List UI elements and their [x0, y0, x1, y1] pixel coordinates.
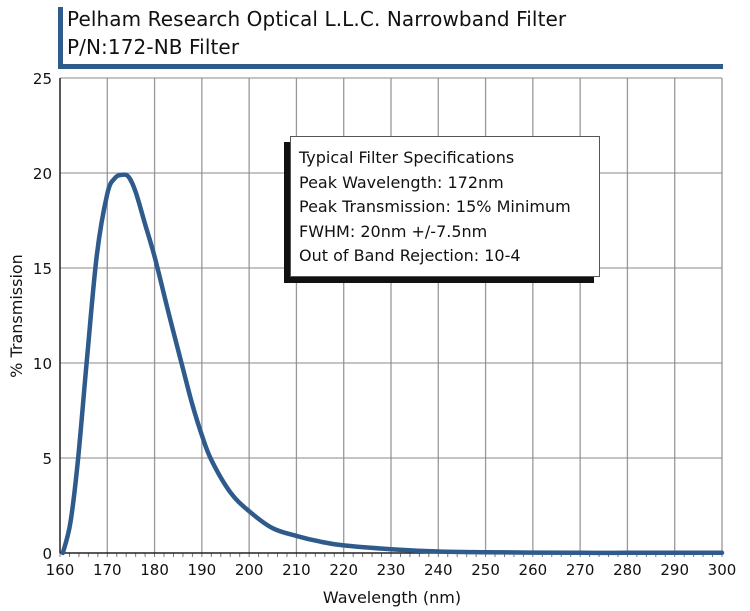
x-tick-label: 300	[708, 561, 737, 579]
spec-peak-wavelength: Peak Wavelength: 172nm	[299, 172, 504, 192]
y-tick-label: 20	[33, 165, 52, 183]
header-accent-bar-vertical	[58, 7, 63, 69]
x-tick-label: 170	[93, 561, 122, 579]
y-tick-label: 5	[42, 450, 52, 468]
x-tick-label: 270	[566, 561, 595, 579]
x-tick-label: 260	[519, 561, 548, 579]
y-tick-label: 15	[33, 260, 52, 278]
x-tick-label: 190	[188, 561, 217, 579]
x-tick-label: 220	[329, 561, 358, 579]
spec-box: Typical Filter Specifications Peak Wavel…	[290, 136, 600, 277]
x-tick-label: 200	[235, 561, 264, 579]
tick-labels: 160 170 180 190 200 210 220 230 240 250 260 270 280 2…	[33, 70, 736, 579]
spec-fwhm: FWHM: 20nm +/-7.5nm	[299, 221, 488, 241]
y-axis-title: % Transmission	[7, 254, 26, 378]
y-tick-label: 25	[33, 70, 52, 88]
x-tick-label: 210	[282, 561, 311, 579]
spec-heading: Typical Filter Specifications	[299, 148, 515, 167]
header-accent-bar-horizontal	[58, 64, 723, 69]
chart-subtitle-part-number: P/N:172-NB Filter	[67, 35, 240, 59]
y-tick-label: 10	[33, 355, 52, 373]
x-tick-label: 230	[377, 561, 406, 579]
chart-title: Pelham Research Optical L.L.C. Narrowban…	[67, 7, 567, 31]
x-tick-label: 240	[424, 561, 453, 579]
x-tick-label: 290	[660, 561, 689, 579]
x-tick-label: 160	[46, 561, 75, 579]
x-tick-label: 280	[613, 561, 642, 579]
x-tick-label: 180	[140, 561, 169, 579]
y-tick-label: 0	[42, 545, 52, 563]
spec-out-of-band-rejection: Out of Band Rejection: 10-4	[299, 246, 521, 265]
x-tick-label: 250	[471, 561, 500, 579]
series-line-transmission	[60, 172, 725, 556]
x-axis-title: Wavelength (nm)	[323, 588, 461, 607]
spec-peak-transmission: Peak Transmission: 15% Minimum	[299, 197, 571, 216]
